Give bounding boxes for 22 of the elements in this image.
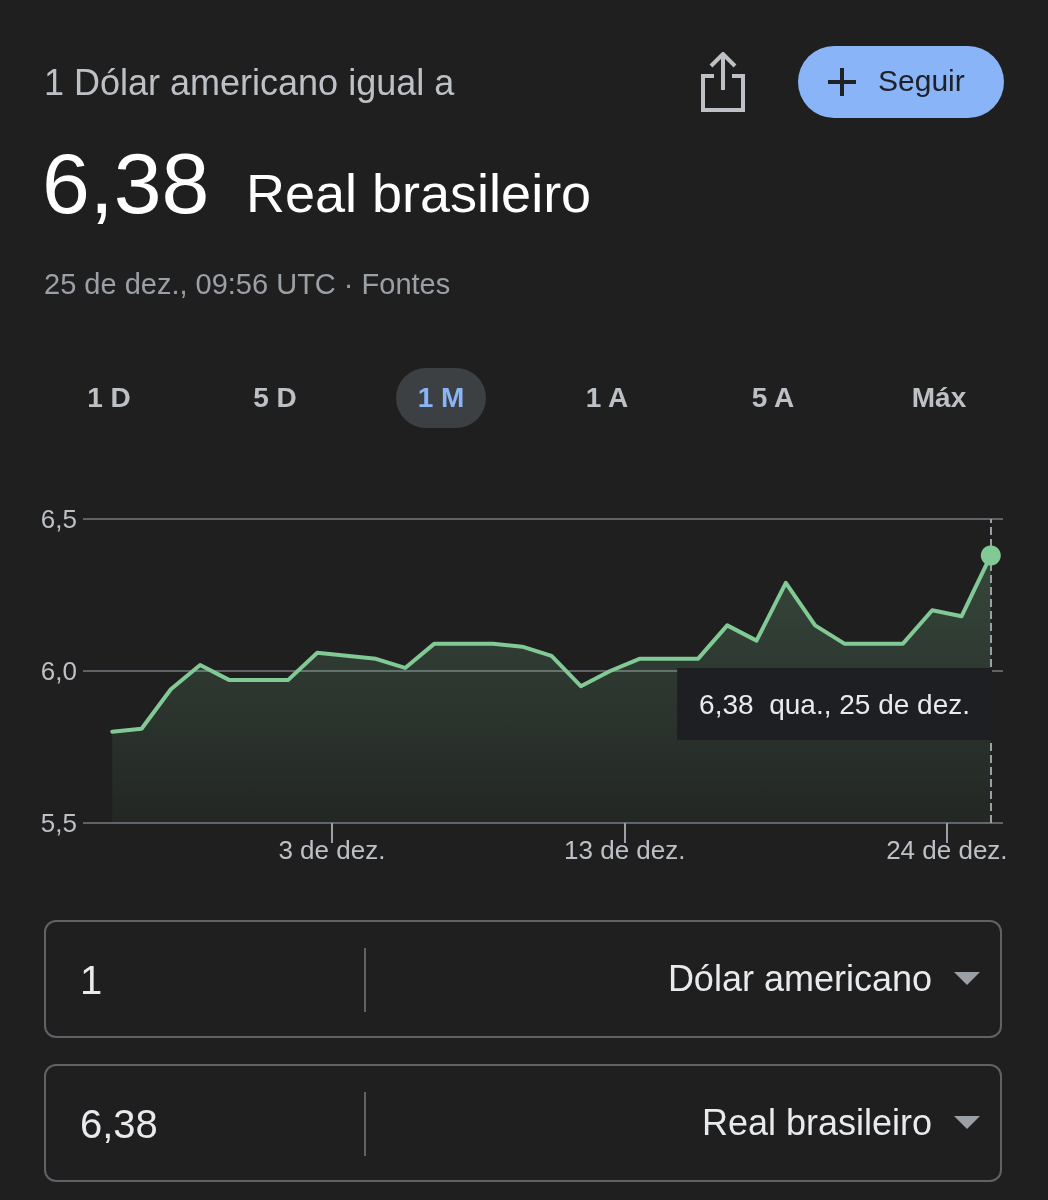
x-tick-label: 24 de dez. xyxy=(886,835,1008,865)
text: Real brasileiro xyxy=(246,162,592,224)
text: 1 D xyxy=(86,381,132,415)
chart-subtitle: 25 de dez., 09:56 UTC · Fontes xyxy=(44,268,451,301)
x-tick-label: 13 de dez. xyxy=(564,835,686,865)
text: Máx xyxy=(910,381,968,415)
x-tick-label: 3 de dez. xyxy=(278,835,386,865)
text: 5 A xyxy=(750,381,796,415)
text: Dólar americano xyxy=(667,958,932,1000)
annotation: 6,38 qua., 25 de dez. xyxy=(699,688,971,720)
text: 6,38 xyxy=(80,1102,158,1147)
text: 6,38 xyxy=(42,134,210,233)
chart-title: 1 Dólar americano igual a xyxy=(44,62,455,104)
y-tick-label: 6,5 xyxy=(40,504,77,534)
y-tick-label: 6,0 xyxy=(40,656,77,686)
text: 1 xyxy=(80,958,103,1003)
y-tick-label: 5,5 xyxy=(40,808,77,838)
text: 1 M xyxy=(396,368,486,428)
text: Seguir xyxy=(878,64,965,98)
text: Real brasileiro xyxy=(701,1102,932,1144)
text: 5 D xyxy=(252,381,298,415)
text: 1 A xyxy=(584,381,630,415)
